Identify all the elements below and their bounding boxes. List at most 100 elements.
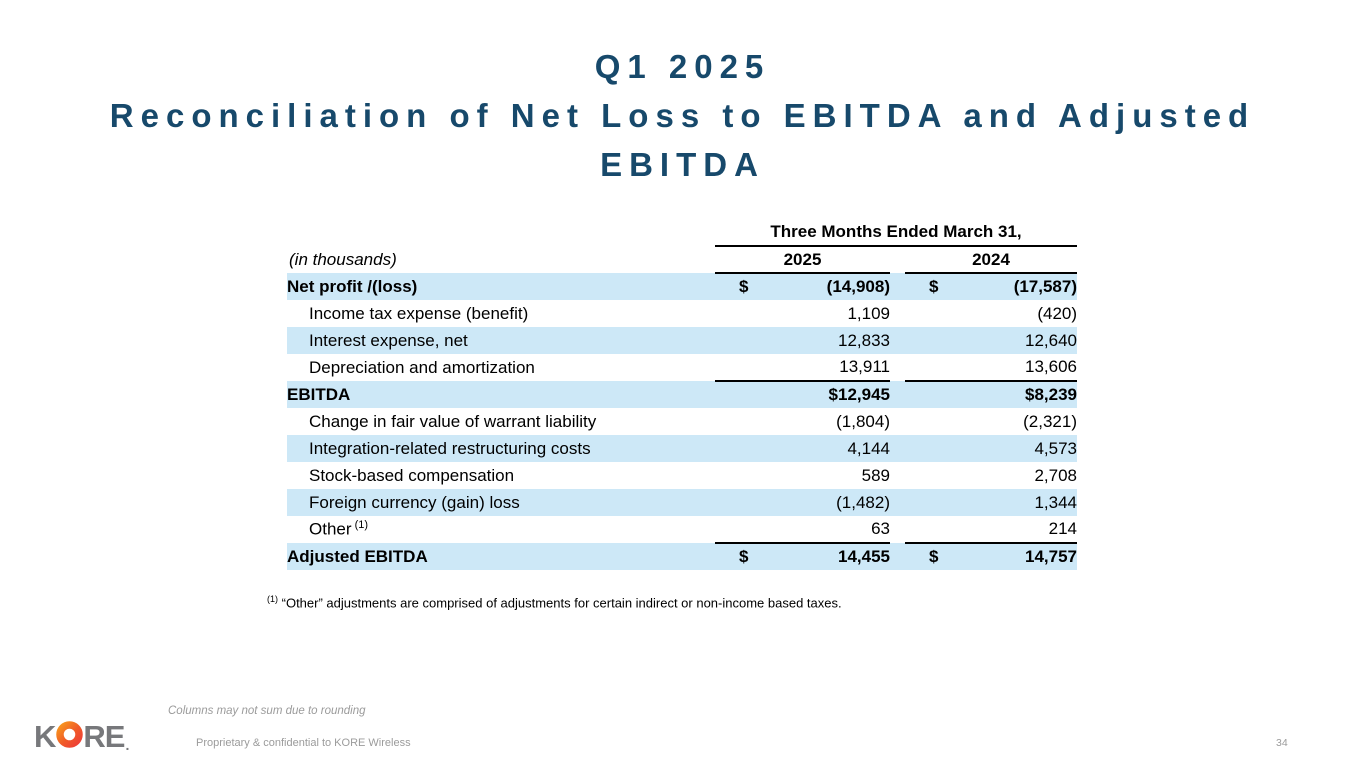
- cell-value: 12,640: [1025, 330, 1078, 350]
- cell-value: 4,573: [1034, 438, 1078, 458]
- row-label: Integration-related restructuring costs: [287, 435, 715, 462]
- value-cell: (420): [905, 300, 1077, 327]
- table-row: Change in fair value of warrant liabilit…: [287, 408, 1077, 435]
- table-row: Interest expense, net 12,833 12,640: [287, 327, 1078, 354]
- logo-period: .: [125, 737, 129, 753]
- column-gap: [890, 462, 905, 489]
- value-cell: 4,144: [715, 435, 890, 462]
- value-cell: 12,640: [905, 327, 1078, 354]
- value-cell: 13,911: [715, 354, 890, 382]
- footnote: (1) “Other” adjustments are comprised of…: [267, 594, 842, 610]
- title-line-2: Reconciliation of Net Loss to EBITDA and…: [109, 97, 1256, 134]
- currency-symbol: $: [929, 547, 939, 566]
- value-cell: 12,833: [715, 327, 890, 354]
- value-cell: (1,804): [715, 408, 890, 435]
- value-cell: 214: [905, 516, 1078, 544]
- confidential-note: Proprietary & confidential to KORE Wirel…: [196, 737, 411, 749]
- table-row: Net profit /(loss) $ (14,908) $ (17,587): [287, 273, 1078, 300]
- cell-value: (1,482): [836, 492, 890, 512]
- value-cell: 13,606: [905, 354, 1078, 382]
- column-header-2024: 2024: [905, 246, 1078, 274]
- cell-value: 13,606: [1025, 357, 1078, 376]
- row-label: Stock-based compensation: [309, 465, 515, 485]
- units-label: (in thousands): [289, 250, 397, 269]
- value-cell: 589: [715, 462, 890, 489]
- table-row: Foreign currency (gain) loss (1,482) 1,344: [287, 489, 1078, 516]
- column-gap: [890, 300, 905, 327]
- slide-title: Q1 2025 Reconciliation of Net Loss to EB…: [0, 42, 1365, 189]
- value-cell: 63: [715, 516, 890, 544]
- logo-letter-k: K: [34, 718, 56, 754]
- cell-value: $8,239: [1025, 385, 1078, 404]
- table-row: Other (1) 63 214: [287, 516, 1078, 544]
- table-row: Adjusted EBITDA $14,455 $14,757: [287, 543, 1078, 570]
- cell-value: 1,109: [847, 303, 890, 323]
- title-line-3: EBITDA: [600, 146, 765, 183]
- value-cell: (2,321): [905, 408, 1077, 435]
- column-gap: [890, 543, 905, 570]
- table-row: EBITDA $12,945 $8,239: [287, 381, 1078, 408]
- table-year-header-row: (in thousands) 2025 2024: [287, 246, 1078, 274]
- cell-value: (14,908): [826, 277, 890, 296]
- empty-header-cell: [287, 222, 715, 246]
- value-cell: $14,757: [905, 543, 1078, 570]
- cell-value: (420): [1037, 303, 1078, 323]
- value-cell: $14,455: [715, 543, 890, 570]
- currency-symbol: $: [739, 547, 749, 566]
- cell-value: 4,144: [847, 438, 890, 458]
- cell-value: (1,804): [836, 411, 890, 431]
- table-body: Net profit /(loss) $ (14,908) $ (17,587) Inco…: [287, 273, 1078, 570]
- value-cell: $12,945: [715, 381, 890, 408]
- cell-value: 14,757: [1025, 547, 1078, 566]
- column-gap: [890, 246, 905, 273]
- row-label: Income tax expense (benefit): [309, 303, 529, 323]
- row-label: Adjusted EBITDA: [287, 543, 715, 570]
- cell-value: 2,708: [1034, 465, 1078, 485]
- value-cell: $8,239: [905, 381, 1078, 408]
- logo-letters-re: RE: [83, 718, 125, 754]
- logo-o-ring-icon: [56, 721, 84, 753]
- cell-value: 63: [871, 519, 890, 538]
- currency-symbol: $: [929, 277, 939, 296]
- cell-value: 14,455: [838, 547, 890, 566]
- page-number: 34: [1276, 737, 1288, 749]
- kore-logo: K RE .: [34, 718, 129, 754]
- cell-value: $12,945: [828, 385, 890, 404]
- table-row: Stock-based compensation 589 2,708: [287, 462, 1077, 489]
- column-gap: [890, 516, 905, 543]
- row-label: Foreign currency (gain) loss: [287, 489, 715, 516]
- title-line-1: Q1 2025: [594, 48, 771, 85]
- cell-value: 13,911: [839, 357, 890, 376]
- value-cell: $ (14,908): [715, 273, 890, 300]
- period-header: Three Months Ended March 31,: [715, 222, 1078, 247]
- row-label-superscript: (1): [351, 519, 369, 532]
- cell-value: 214: [1048, 519, 1078, 538]
- cell-value: 12,833: [838, 330, 890, 350]
- table-row: Depreciation and amortization 13,911 13,60…: [287, 354, 1078, 382]
- value-cell: 2,708: [905, 462, 1077, 489]
- column-header-2025: 2025: [715, 246, 890, 274]
- reconciliation-table: Three Months Ended March 31, (in thousan…: [287, 222, 1078, 570]
- value-cell: $ (17,587): [905, 273, 1078, 300]
- table-row: Integration-related restructuring costs 4…: [287, 435, 1078, 462]
- table-period-header-row: Three Months Ended March 31,: [287, 222, 1078, 247]
- row-label: Interest expense, net: [287, 327, 715, 354]
- row-label: Other (1): [309, 519, 369, 539]
- row-label: EBITDA: [287, 381, 715, 408]
- row-label: Net profit /(loss): [287, 273, 715, 300]
- table-row: Income tax expense (benefit) 1,109 (420): [287, 300, 1077, 327]
- currency-symbol: $: [739, 277, 749, 296]
- footnote-marker: (1): [267, 594, 278, 604]
- column-gap: [890, 408, 905, 435]
- value-cell: 1,109: [715, 300, 890, 327]
- column-gap: [890, 273, 905, 300]
- row-label: Depreciation and amortization: [309, 357, 535, 377]
- value-cell: 1,344: [905, 489, 1078, 516]
- cell-value: (17,587): [1013, 277, 1078, 296]
- value-cell: 4,573: [905, 435, 1078, 462]
- row-label: Change in fair value of warrant liabilit…: [309, 411, 597, 431]
- value-cell: (1,482): [715, 489, 890, 516]
- column-gap: [890, 354, 905, 381]
- column-gap: [890, 327, 905, 354]
